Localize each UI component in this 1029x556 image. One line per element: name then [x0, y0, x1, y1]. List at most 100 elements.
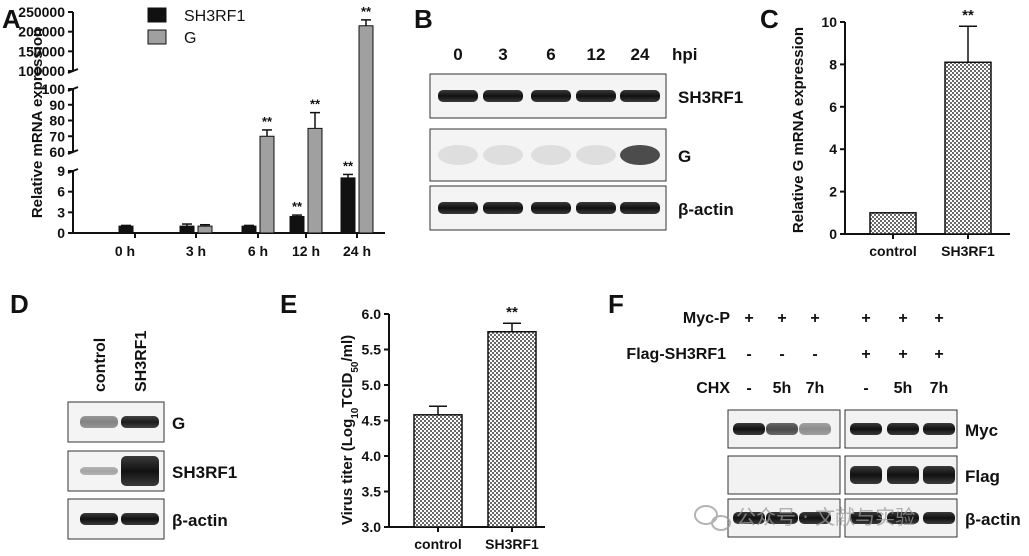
chart-a-bar-sh3rf1: [179, 225, 195, 234]
blot-d-band: [121, 456, 159, 486]
chart-c-xtick-label: SH3RF1: [941, 243, 995, 259]
blot-d-lane-label: control: [92, 338, 109, 392]
blot-d-band: [121, 513, 159, 525]
blot-f-condition-value: 5h: [773, 380, 792, 397]
blot-f-row-label: Myc: [965, 421, 998, 440]
chart-a-ytick-label: 100000: [18, 63, 65, 79]
chart-a-ytick-label: 6: [57, 184, 65, 200]
chart-a-ytick-label: 100: [42, 81, 66, 97]
panel-label-c: C: [760, 4, 779, 34]
blot-d-row-label: SH3RF1: [172, 463, 237, 482]
chart-a-bar-sh3rf1: [340, 177, 356, 234]
blot-f-condition-value: -: [746, 380, 751, 397]
chart-a-xtick-label: 12 h: [292, 243, 320, 259]
blot-f-condition-value: +: [777, 310, 786, 327]
blot-d-band: [80, 416, 118, 428]
blot-b-row-label: G: [678, 147, 691, 166]
chart-a-ytick-label: 200000: [18, 24, 65, 40]
blot-d-row-label: G: [172, 414, 185, 433]
blot-f-condition-value: -: [779, 346, 784, 363]
chart-e-ylabel: Virus titer (Log10TCID50/ml): [339, 335, 361, 525]
chart-c-bar: [944, 61, 992, 235]
blot-f-band: [923, 423, 955, 435]
chart-a-significance: **: [310, 97, 321, 112]
blot-d-lane-label: SH3RF1: [133, 331, 150, 392]
blot-d-band: [80, 513, 118, 525]
blot-b-hpi-label: hpi: [672, 45, 698, 64]
blot-b-time-label: 3: [498, 45, 507, 64]
chart-c-ytick-label: 10: [821, 14, 837, 30]
chart-e-ytick-label: 5.0: [362, 377, 382, 393]
chart-c-ytick-label: 4: [829, 141, 837, 157]
chart-c-ytick-label: 6: [829, 99, 837, 115]
chart-a-significance: **: [262, 114, 273, 129]
blot-f-band: [850, 466, 882, 484]
chart-a-significance: **: [292, 199, 303, 214]
blot-b-band: [531, 145, 571, 165]
chart-a-legend-label: G: [184, 30, 196, 47]
chart-a-axis-break: [67, 168, 79, 174]
blot-f-condition-value: +: [898, 310, 907, 327]
blot-f-condition-value: +: [898, 346, 907, 363]
watermark-text: 公众号 · 文献与实验: [736, 505, 915, 529]
panel-label-e: E: [280, 289, 297, 319]
blot-f-band: [733, 512, 765, 524]
blot-b-band: [531, 90, 571, 102]
blot-d-band: [80, 467, 118, 475]
blot-f-condition-label: Flag-SH3RF1: [626, 346, 726, 363]
chart-e: Virus titer (Log10TCID50/ml) 3.0 3.5 4.0 4.…: [339, 304, 545, 552]
chart-a-ytick-label: 9: [57, 163, 65, 179]
chart-e-ytick-label: 6.0: [362, 306, 382, 322]
chart-e-ytick-label: 4.0: [362, 448, 382, 464]
blot-f-band: [799, 512, 831, 524]
wechat-icon: [694, 505, 731, 531]
chart-c-ytick-label: 0: [829, 226, 837, 242]
chart-c-significance: **: [962, 7, 974, 24]
blot-b: hpi 0 3 6 12 24 SH3RF1 Gβ-actin: [429, 45, 743, 231]
blot-b-band: [620, 90, 660, 102]
watermark: 公众号 · 文献与实验: [694, 505, 915, 531]
blot-b-band: [483, 202, 523, 214]
chart-a-xtick-label: 24 h: [343, 243, 371, 259]
blot-f-band: [766, 423, 798, 435]
blot-f-membrane-left: [727, 455, 841, 495]
blot-b-time-label: 6: [546, 45, 555, 64]
chart-a-legend-label: SH3RF1: [184, 8, 245, 25]
blot-f-condition-value: 7h: [806, 380, 825, 397]
blot-b-row-label: β-actin: [678, 200, 734, 219]
chart-a-bar-sh3rf1: [289, 215, 305, 234]
chart-e-xtick-label: SH3RF1: [485, 536, 539, 552]
blot-f-band: [923, 512, 955, 524]
blot-b-time-label: 24: [631, 45, 650, 64]
blot-f-condition-value: +: [934, 346, 943, 363]
chart-e-ytick-label: 5.5: [362, 342, 382, 358]
blot-f-condition-value: 5h: [894, 380, 913, 397]
blot-f-band: [733, 423, 765, 435]
chart-a-ytick-label: 80: [49, 113, 65, 129]
panel-label-d: D: [10, 289, 29, 319]
blot-b-time-label: 12: [587, 45, 606, 64]
blot-f-condition-label: Myc-P: [683, 310, 730, 327]
blot-b-row-label: SH3RF1: [678, 88, 743, 107]
blot-d: control SH3RF1 G SH3RF1 β-actin: [67, 331, 237, 540]
blot-f-band: [887, 512, 919, 524]
panel-label-b: B: [414, 4, 433, 34]
blot-b-band: [576, 90, 616, 102]
chart-a-bar-g: [259, 135, 275, 234]
blot-b-band: [438, 90, 478, 102]
blot-b-band: [576, 145, 616, 165]
blot-f-condition-value: +: [810, 310, 819, 327]
chart-e-bar: [413, 414, 463, 528]
panel-label-a: A: [2, 4, 21, 34]
chart-a-bar-sh3rf1: [241, 225, 257, 234]
chart-a-significance: **: [343, 158, 354, 173]
chart-a-ytick-label: 3: [57, 204, 65, 220]
blot-b-band: [483, 145, 523, 165]
blot-f-band: [923, 466, 955, 484]
blot-f-band: [887, 423, 919, 435]
blot-b-band: [620, 202, 660, 214]
blot-b-band: [438, 145, 478, 165]
blot-b-time-label: 0: [453, 45, 462, 64]
panel-label-f: F: [608, 289, 624, 319]
